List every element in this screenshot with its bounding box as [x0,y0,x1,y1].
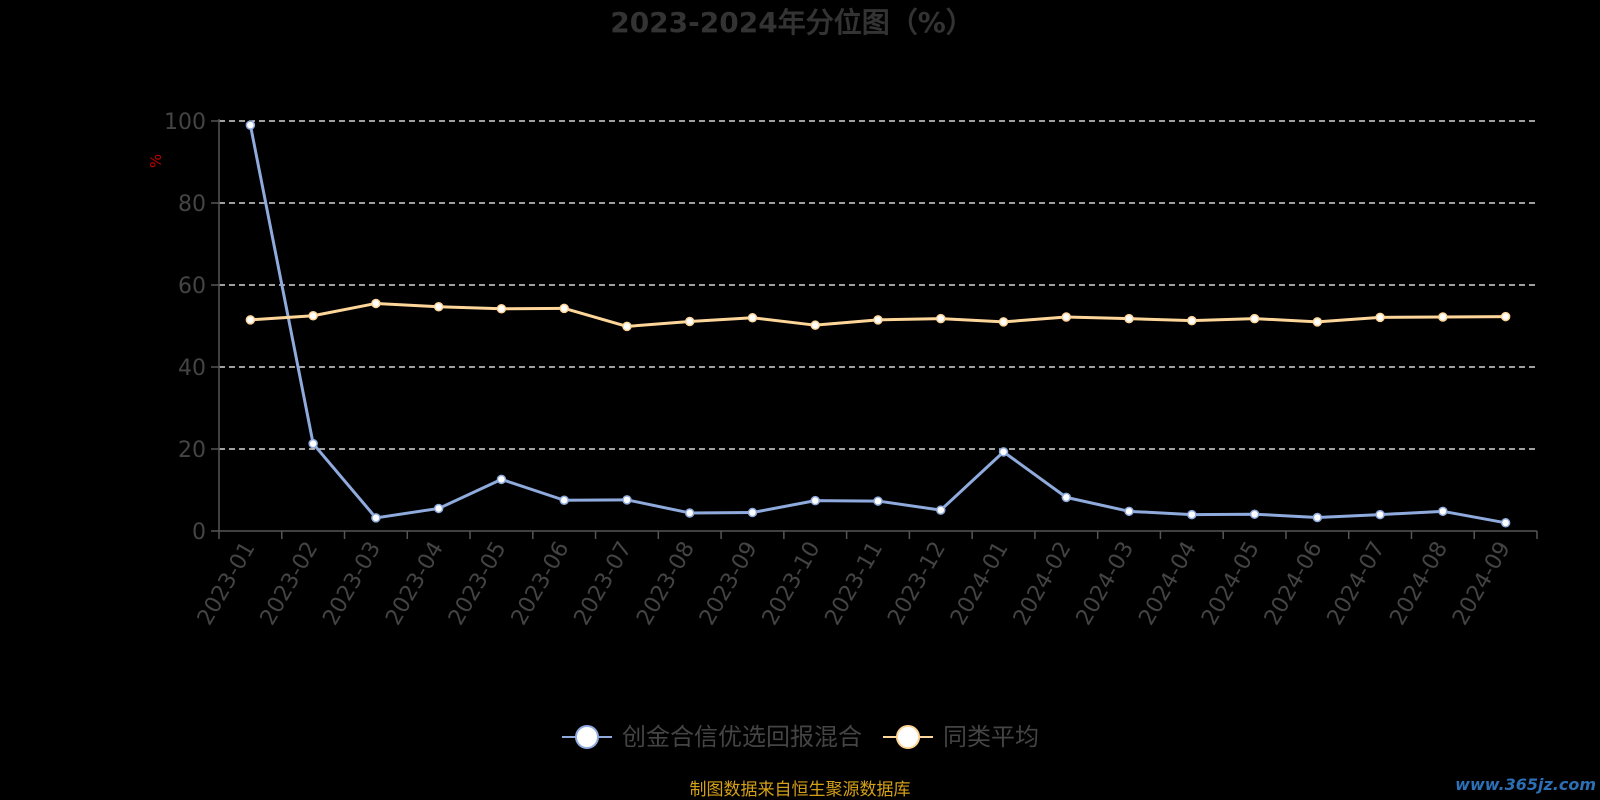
data-point [998,317,1009,327]
x-tick-labels: 2023-012023-022023-032023-042023-052023-… [193,538,1516,630]
x-tick-label: 2023-09 [695,538,763,630]
x-tick-label: 2024-09 [1448,538,1516,630]
x-tick-label: 2024-03 [1072,538,1140,630]
data-point [433,301,444,312]
x-tick-label: 2023-02 [256,538,324,630]
data-point [371,513,381,523]
x-tick-label: 2024-02 [1009,538,1077,630]
data-point [810,320,820,330]
y-tick-label: 80 [178,192,206,217]
data-point [747,507,758,518]
data-point [622,495,632,505]
chart-title: 2023-2024年分位图（%） [610,6,974,39]
data-point [936,313,946,324]
x-tick-label: 2023-05 [444,538,512,630]
data-point [496,474,507,485]
x-tick-label: 2024-07 [1323,538,1391,630]
x-tick-label: 2023-12 [883,538,951,630]
data-point [873,496,883,506]
data-point [1061,312,1072,322]
data-point [245,120,256,130]
data-point [622,321,632,332]
data-point [873,315,883,325]
x-tick-label: 2023-06 [507,538,575,630]
data-point [998,447,1009,457]
data-point [684,508,695,518]
y-tick-labels: 0 20 40 60 80 100 [164,110,206,545]
x-tick-label: 2023-03 [318,538,386,630]
data-point [496,304,507,314]
data-point [1187,509,1197,520]
x-tick-label: 2023-10 [758,538,826,630]
y-tick-label: 100 [164,110,206,135]
data-point [684,316,695,327]
data-point [1500,311,1511,322]
data-point [1500,518,1511,528]
data-point [559,303,569,314]
data-point [308,438,318,449]
x-tick-label: 2023-01 [193,538,261,630]
y-axis-label: % [147,154,165,168]
data-point [1438,312,1448,322]
x-tick-label: 2024-04 [1134,538,1202,630]
data-point [308,311,318,321]
x-tick-label: 2023-11 [821,538,889,630]
data-point [1124,506,1134,517]
data-point [810,495,820,506]
x-tick-label: 2024-05 [1197,538,1265,630]
legend-item-1[interactable]: 同类平均 [883,723,1039,751]
data-point [1312,317,1323,327]
legend[interactable]: 创金合信优选回报混合 同类平均 [562,723,1039,751]
legend-item-0[interactable]: 创金合信优选回报混合 [562,723,862,751]
y-tick-label: 60 [178,274,206,299]
legend-marker [896,725,920,749]
data-point [245,315,256,325]
legend-label: 创金合信优选回报混合 [622,723,862,751]
x-tick-label: 2023-08 [632,538,700,630]
x-tick-label: 2024-01 [946,538,1014,630]
y-tick-label: 0 [192,520,206,545]
axes [211,119,1538,539]
data-point [1187,315,1197,326]
grid-lines [219,120,1537,450]
legend-marker [575,725,599,749]
data-point [936,505,946,515]
data-point [1061,492,1072,503]
x-tick-label: 2024-08 [1385,538,1453,630]
legend-label: 同类平均 [943,723,1039,751]
x-tick-label: 2023-04 [381,538,449,630]
data-point [1249,509,1260,519]
data-point [1375,312,1385,323]
data-point [1438,506,1448,517]
watermark: www.365jz.com [1455,775,1596,794]
data-point [747,313,758,323]
x-tick-label: 2024-06 [1260,538,1328,630]
source-note: 制图数据来自恒生聚源数据库 [690,780,911,800]
data-point [371,298,381,309]
data-point [1124,313,1134,324]
series-lines [245,120,1511,528]
y-tick-label: 40 [178,356,206,381]
y-tick-label: 20 [178,438,206,463]
data-point [1249,313,1260,324]
data-point [433,503,444,514]
x-tick-label: 2023-07 [570,538,638,630]
data-point [1375,509,1385,520]
data-point [1312,512,1323,523]
data-point [559,495,569,505]
